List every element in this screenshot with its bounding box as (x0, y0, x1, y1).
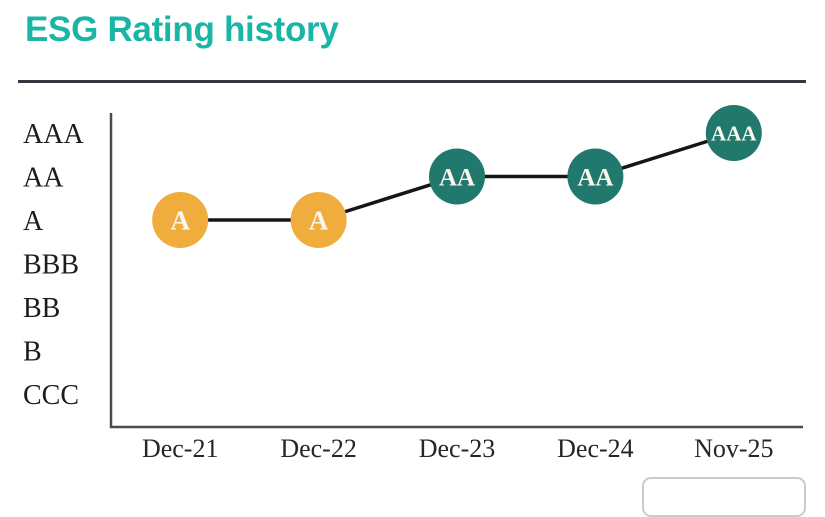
data-point-label: AA (577, 164, 613, 191)
page-title: ESG Rating history (25, 10, 339, 49)
y-axis-label: BB (23, 293, 60, 324)
x-axis-label: Dec-21 (142, 434, 219, 463)
data-point (705, 105, 762, 161)
data-point-label: AA (439, 164, 475, 191)
data-point (429, 148, 485, 205)
partial-button[interactable] (642, 477, 806, 517)
data-point (290, 192, 347, 248)
data-point-label: A (170, 205, 190, 235)
x-axis-label: Dec-23 (419, 434, 496, 463)
axis-lines (109, 113, 803, 429)
x-axis-label: Nov-25 (694, 434, 773, 463)
esg-rating-widget: ESG Rating history AAA AA A BBB BB B CCC Dec-21… (18, 10, 806, 517)
data-point-label: A (309, 205, 329, 235)
y-axis-label: CCC (23, 380, 79, 411)
x-axis-label: Dec-22 (280, 434, 357, 463)
y-axis-label: B (23, 336, 42, 367)
x-axis-label: Dec-24 (557, 434, 634, 463)
y-axis-label: BBB (23, 249, 79, 280)
y-axis-label: AA (23, 162, 64, 193)
data-point (567, 148, 624, 205)
y-axis-label: A (23, 206, 44, 237)
data-point-label: AAA (711, 121, 757, 145)
data-point (152, 192, 209, 248)
title-divider (18, 80, 806, 83)
y-axis-label: AAA (23, 119, 84, 150)
